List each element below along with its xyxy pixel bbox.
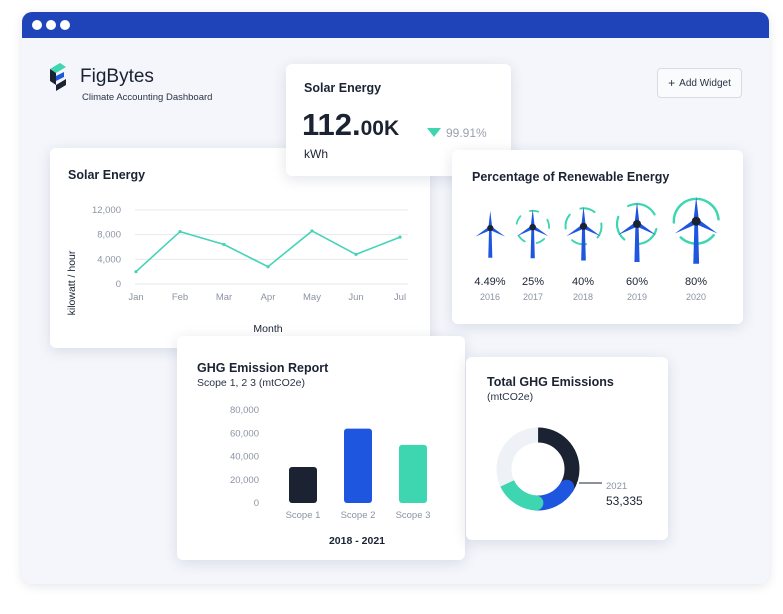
x-tick-label: Jun bbox=[348, 292, 363, 303]
y-tick-label: 8,000 bbox=[97, 230, 121, 241]
donut-segment-teal[interactable] bbox=[496, 427, 580, 511]
turbine-progress-ring bbox=[515, 210, 551, 245]
plus-icon: + bbox=[668, 76, 676, 90]
window-dot-3[interactable] bbox=[60, 20, 70, 30]
ghg-report-card: GHG Emission Report Scope 1, 2 3 (mtCO2e… bbox=[177, 336, 465, 560]
wind-turbine-icon bbox=[615, 202, 659, 262]
renewable-year: 2020 bbox=[685, 292, 707, 302]
data-point[interactable] bbox=[354, 252, 358, 256]
renewable-value: 4.49% bbox=[474, 276, 506, 288]
solar-kpi-title: Solar Energy bbox=[304, 81, 382, 95]
y-tick-label: 12,000 bbox=[92, 205, 121, 216]
brand-name: FigBytes bbox=[80, 66, 154, 87]
wind-turbine-icon bbox=[515, 209, 551, 259]
ghg-report-title: GHG Emission Report bbox=[197, 361, 329, 375]
wind-turbine-icon bbox=[475, 211, 505, 259]
donut-segment-blue[interactable] bbox=[491, 422, 585, 516]
bar-scope-3[interactable] bbox=[399, 444, 427, 503]
renewable-year: 2019 bbox=[626, 292, 648, 302]
window-dot-2[interactable] bbox=[46, 20, 56, 30]
y-axis-title: kilowatt / hour bbox=[66, 250, 78, 315]
renewable-value: 80% bbox=[684, 276, 708, 288]
renewable-year: 2017 bbox=[522, 292, 544, 302]
turbine-progress-ring bbox=[564, 206, 602, 245]
donut-annotation-year: 2021 bbox=[606, 481, 627, 492]
solar-kpi-unit: kWh bbox=[304, 147, 328, 161]
x-axis-title: Month bbox=[253, 323, 282, 335]
donut-annotation-value: 53,335 bbox=[606, 494, 643, 508]
solar-kpi-value-suffix: 00K bbox=[360, 117, 400, 140]
window-dot-1[interactable] bbox=[32, 20, 42, 30]
bar-scope-1[interactable] bbox=[289, 466, 317, 503]
ghg-bar-chart: 2018 - 2021 80,000 60,000 40,000 20,000 0 Sco… bbox=[230, 405, 431, 547]
turbine-progress-ring bbox=[615, 202, 659, 246]
data-point[interactable] bbox=[398, 235, 402, 239]
window-titlebar bbox=[22, 12, 769, 38]
x-tick-label: Scope 3 bbox=[396, 510, 431, 521]
x-tick-label: Feb bbox=[172, 292, 188, 303]
y-tick-label: 80,000 bbox=[230, 405, 259, 416]
renewable-value: 40% bbox=[571, 276, 595, 288]
data-point[interactable] bbox=[310, 229, 314, 233]
solar-energy-kpi-card: Solar Energy 112.00K kWh 99.91% bbox=[286, 64, 511, 176]
data-point[interactable] bbox=[178, 229, 182, 234]
y-tick-label: 0 bbox=[254, 498, 259, 509]
x-tick-label: Apr bbox=[261, 292, 276, 303]
total-ghg-card: Total GHG Emissions (mtCO2e) 2021 53,335 bbox=[466, 357, 668, 540]
figbytes-logo-icon bbox=[50, 63, 66, 91]
y-tick-label: 20,000 bbox=[230, 475, 259, 486]
data-point[interactable] bbox=[266, 265, 270, 269]
data-point[interactable] bbox=[222, 242, 226, 247]
x-tick-label: Scope 2 bbox=[341, 510, 376, 521]
y-tick-label: 0 bbox=[116, 279, 121, 290]
renewable-value: 60% bbox=[625, 276, 649, 288]
renewable-title: Percentage of Renewable Energy bbox=[472, 170, 670, 184]
y-tick-label: 4,000 bbox=[97, 254, 121, 265]
x-tick-label: Jan bbox=[128, 292, 143, 303]
donut-segment-remainder[interactable] bbox=[493, 424, 583, 514]
ghg-donut-chart: 2021 53,335 bbox=[491, 422, 643, 516]
add-widget-button[interactable]: + Add Widget bbox=[657, 68, 742, 98]
solar-chart-title: Solar Energy bbox=[68, 168, 146, 182]
renewable-value: 25% bbox=[521, 276, 545, 288]
ghg-x-axis-title: 2018 - 2021 bbox=[329, 535, 385, 547]
x-tick-label: Mar bbox=[216, 292, 232, 303]
solar-kpi-value: 112.00K bbox=[302, 107, 399, 143]
solar-energy-chart-card: Solar Energy kilowatt / hour Month 12,00… bbox=[50, 148, 430, 348]
renewable-year: 2016 bbox=[479, 292, 501, 302]
y-tick-label: 40,000 bbox=[230, 452, 259, 463]
wind-turbine-icon bbox=[564, 206, 602, 261]
renewable-year: 2018 bbox=[572, 292, 594, 302]
wind-turbine-icon bbox=[672, 196, 720, 265]
x-tick-label: May bbox=[303, 292, 321, 303]
total-ghg-subtitle: (mtCO2e) bbox=[487, 391, 534, 403]
bar-scope-2[interactable] bbox=[344, 428, 372, 503]
y-tick-label: 60,000 bbox=[230, 428, 259, 439]
total-ghg-title: Total GHG Emissions bbox=[487, 375, 614, 389]
turbine-progress-ring bbox=[672, 197, 720, 246]
add-widget-label: Add Widget bbox=[679, 77, 731, 89]
ghg-report-subtitle: Scope 1, 2 3 (mtCO2e) bbox=[197, 377, 305, 389]
brand-subtitle: Climate Accounting Dashboard bbox=[82, 92, 213, 103]
triangle-down-icon bbox=[427, 128, 441, 137]
data-point[interactable] bbox=[134, 270, 138, 274]
x-tick-label: Scope 1 bbox=[286, 510, 321, 521]
solar-line-chart: kilowatt / hour Month 12,0008,0004,0000J… bbox=[66, 205, 408, 335]
x-tick-label: Jul bbox=[394, 292, 406, 303]
solar-kpi-change: 99.91% bbox=[446, 126, 487, 140]
solar-kpi-value-main: 112. bbox=[302, 107, 361, 142]
renewable-energy-card: Percentage of Renewable Energy 4.49% 2016… bbox=[452, 150, 743, 324]
